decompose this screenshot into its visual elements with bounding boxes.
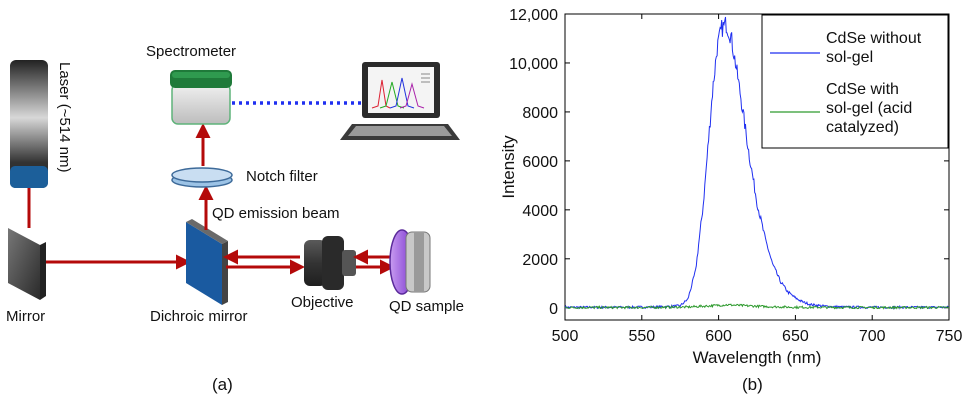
legend-box: [761, 14, 949, 149]
notch-filter-label: Notch filter: [246, 168, 318, 185]
series-line-cdse-with-sol-gel: [565, 303, 949, 310]
objective-icon: [304, 236, 356, 290]
y-axis-title: Intensity: [499, 135, 518, 199]
y-tick-label: 12,000: [509, 7, 558, 24]
laser-icon: [10, 60, 48, 188]
x-tick-label: 650: [782, 328, 809, 345]
dichroic-mirror-icon: [186, 219, 228, 305]
emission-beam-label: QD emission beam: [212, 205, 340, 222]
y-tick-label: 2000: [522, 252, 558, 269]
spectrometer-icon: [170, 70, 232, 125]
y-tick-label: 6000: [522, 154, 558, 171]
y-tick-label: 8000: [522, 105, 558, 122]
qd-sample-icon: [389, 229, 431, 295]
y-tick-label: 0: [549, 301, 558, 318]
laser-label: Laser (~514 nm): [56, 62, 73, 172]
x-axis-title: Wavelength (nm): [693, 348, 822, 367]
panel-b-label: (b): [742, 375, 763, 394]
laptop-icon: [340, 62, 460, 140]
mirror-icon: [8, 228, 46, 300]
mirror-label: Mirror: [6, 308, 45, 325]
legend-label-with-line2: sol-gel (acid: [826, 100, 912, 117]
y-tick-label: 4000: [522, 203, 558, 220]
spectrometer-label: Spectrometer: [146, 43, 236, 60]
y-tick-label: 10,000: [509, 56, 558, 73]
x-tick-label: 600: [705, 328, 732, 345]
setup-diagram: Laser (~514 nm) Mirror Dichroic mirror Q…: [6, 43, 464, 394]
objective-label: Objective: [291, 294, 354, 311]
legend-label-without-line2: sol-gel: [826, 49, 873, 66]
legend: CdSe without sol-gel CdSe with sol-gel (…: [761, 14, 949, 149]
x-tick-label: 700: [859, 328, 886, 345]
dichroic-label: Dichroic mirror: [150, 308, 248, 325]
notch-filter-icon: [171, 167, 233, 188]
y-tick-group: 0 2000 4000 6000 8000 10,000 12,000: [509, 7, 949, 318]
x-tick-label: 500: [552, 328, 579, 345]
legend-label-without-line1: CdSe without: [826, 30, 922, 47]
spectrum-chart: 0 2000 4000 6000 8000 10,000 12,000 500 550 600 6…: [499, 7, 962, 394]
sample-label: QD sample: [389, 298, 464, 315]
legend-label-with-line1: CdSe with: [826, 81, 899, 98]
x-tick-label: 550: [628, 328, 655, 345]
x-tick-group: 500 550 600 650 700 750: [552, 14, 963, 345]
x-tick-label: 750: [936, 328, 963, 345]
legend-label-with-line3: catalyzed): [826, 119, 899, 136]
panel-a-label: (a): [212, 375, 233, 394]
